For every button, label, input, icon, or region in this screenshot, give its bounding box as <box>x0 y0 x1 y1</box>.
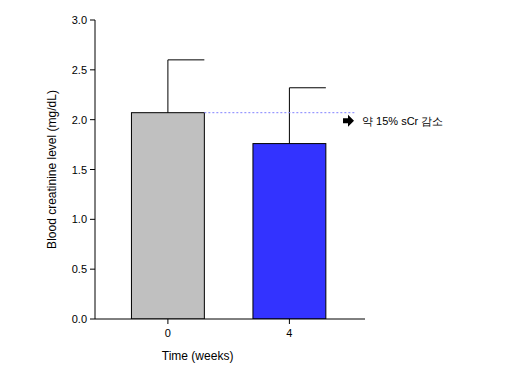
x-axis <box>95 319 365 320</box>
y-axis-label: Blood creatinine level (mg/dL) <box>45 90 59 249</box>
x-tick-label: 4 <box>286 327 292 339</box>
y-tick-label: 1.5 <box>72 164 87 176</box>
y-tick <box>90 20 95 21</box>
error-line <box>167 60 168 113</box>
y-tick <box>90 119 95 120</box>
y-tick <box>90 69 95 70</box>
y-tick-label: 3.0 <box>72 14 87 26</box>
error-bar <box>168 60 204 113</box>
error-cap <box>289 87 325 88</box>
y-tick-label: 0.0 <box>72 313 87 325</box>
y-tick <box>90 319 95 320</box>
reference-line <box>204 112 355 113</box>
plot-area <box>131 60 355 319</box>
error-bar <box>289 88 325 144</box>
annotation: 약 15% sCr 감소 <box>362 115 443 127</box>
x-axis-label: Time (weeks) <box>162 349 234 363</box>
error-cap <box>168 59 204 60</box>
bar <box>253 144 326 319</box>
bar <box>131 113 204 319</box>
y-tick <box>90 269 95 270</box>
y-tick-label: 0.5 <box>72 263 87 275</box>
y-tick-label: 1.0 <box>72 213 87 225</box>
y-tick <box>90 169 95 170</box>
y-tick-label: 2.5 <box>72 64 87 76</box>
error-line <box>289 88 290 144</box>
x-tick-label: 0 <box>165 327 171 339</box>
y-tick-label: 2.0 <box>72 114 87 126</box>
chart: 0.0 0.5 1.0 1.5 2.0 2.5 3.0 0 4 Time (weeks) Blood… <box>0 0 508 374</box>
y-tick <box>90 219 95 220</box>
x-tick <box>167 319 168 324</box>
arrow <box>343 115 354 127</box>
x-tick <box>289 319 290 324</box>
